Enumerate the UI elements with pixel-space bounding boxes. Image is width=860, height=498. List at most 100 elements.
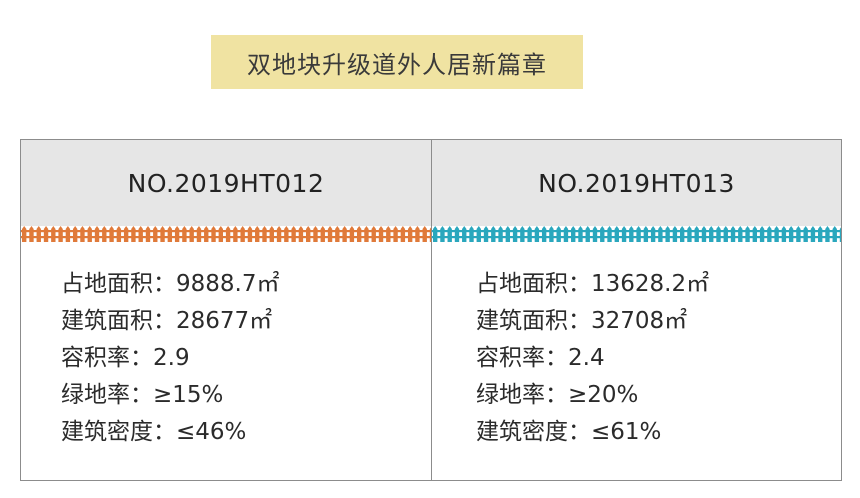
fence-picket bbox=[131, 226, 136, 242]
fence-picket bbox=[342, 226, 347, 242]
fence-picket bbox=[738, 226, 743, 242]
title-banner: 双地块升级道外人居新篇章 bbox=[211, 35, 583, 89]
fence-picket bbox=[160, 226, 165, 242]
parcel-code: NO.2019HT013 bbox=[538, 168, 735, 198]
fence-picket bbox=[29, 226, 34, 242]
fence-picket bbox=[818, 226, 823, 242]
fence-picket bbox=[218, 226, 224, 242]
fence-picket bbox=[65, 226, 71, 242]
fence-picket bbox=[578, 226, 583, 242]
fence-picket bbox=[730, 226, 736, 242]
stat-site-area: 占地面积：9888.7㎡ bbox=[61, 271, 280, 297]
fence-picket bbox=[469, 226, 474, 242]
fence-picket bbox=[94, 226, 100, 242]
fence-picket bbox=[51, 226, 56, 242]
fence-picket bbox=[810, 226, 816, 242]
stat-green-ratio: 绿地率：≥20% bbox=[476, 382, 639, 408]
fence-picket bbox=[211, 226, 216, 242]
fence-picket bbox=[571, 226, 576, 242]
fence-picket bbox=[687, 226, 692, 242]
fence-picket bbox=[21, 226, 27, 242]
fence-picket bbox=[255, 226, 260, 242]
fence-picket bbox=[327, 226, 333, 242]
fence-picket bbox=[752, 226, 758, 242]
fence-picket bbox=[349, 226, 355, 242]
fence-picket bbox=[225, 226, 231, 242]
fence-picket bbox=[407, 226, 413, 242]
parcel-column-013: NO.2019HT013 占地面积：13628.2㎡ 建筑面积：32708㎡ 容… bbox=[431, 140, 841, 480]
fence-picket bbox=[306, 226, 311, 242]
fence-picket bbox=[498, 226, 503, 242]
fence-picket bbox=[592, 226, 598, 242]
stat-site-area: 占地面积：13628.2㎡ bbox=[476, 271, 710, 297]
stat-green-ratio: 绿地率：≥15% bbox=[61, 382, 224, 408]
page-title: 双地块升级道外人居新篇章 bbox=[247, 50, 547, 79]
fence-picket bbox=[102, 226, 107, 242]
fence-picket bbox=[422, 226, 427, 242]
fence-picket bbox=[153, 226, 158, 242]
fence-picket bbox=[378, 226, 384, 242]
fence-picket bbox=[607, 226, 612, 242]
fence-picket bbox=[440, 226, 445, 242]
fence-picket bbox=[291, 226, 296, 242]
fence-picket bbox=[767, 226, 772, 242]
fence-picket bbox=[556, 226, 561, 242]
fence-picket bbox=[320, 226, 325, 242]
fence-picket bbox=[123, 226, 129, 242]
fence-picket bbox=[491, 226, 496, 242]
stat-building-density: 建筑密度：≤46% bbox=[61, 419, 247, 445]
fence-picket bbox=[415, 226, 420, 242]
fence-picket bbox=[174, 226, 180, 242]
fence-picket bbox=[240, 226, 245, 242]
stat-building-density: 建筑密度：≤61% bbox=[476, 419, 662, 445]
fence-picket bbox=[371, 226, 376, 242]
fence-picket bbox=[701, 226, 707, 242]
fence-picket bbox=[36, 226, 41, 242]
parcel-stats-list: 占地面积：9888.7㎡ 建筑面积：28677㎡ 容积率：2.9 绿地率：≥15… bbox=[61, 266, 279, 451]
stat-plot-ratio: 容积率：2.9 bbox=[61, 345, 190, 371]
fence-picket bbox=[796, 226, 801, 242]
fence-picket bbox=[541, 226, 547, 242]
fence-picket bbox=[527, 226, 532, 242]
fence-picket bbox=[636, 226, 641, 242]
fence-picket bbox=[109, 226, 114, 242]
fence-picket bbox=[313, 226, 318, 242]
fence-picket bbox=[512, 226, 518, 242]
fence-picket bbox=[432, 226, 438, 242]
parcel-column-012: NO.2019HT012 占地面积：9888.7㎡ 建筑面积：28677㎡ 容积… bbox=[21, 140, 431, 480]
fence-picket bbox=[483, 226, 489, 242]
fence-picket bbox=[454, 226, 460, 242]
parcel-header: NO.2019HT012 bbox=[21, 140, 431, 226]
fence-picket bbox=[723, 226, 728, 242]
fence-picket bbox=[534, 226, 540, 242]
fence-picket bbox=[247, 226, 253, 242]
fence-picket bbox=[447, 226, 452, 242]
fence-picket bbox=[672, 226, 678, 242]
fence-picket bbox=[189, 226, 194, 242]
fence-picket bbox=[167, 226, 173, 242]
fence-picket bbox=[563, 226, 569, 242]
fence-picket bbox=[585, 226, 590, 242]
fence-picket bbox=[386, 226, 391, 242]
parcel-stats-list: 占地面积：13628.2㎡ 建筑面积：32708㎡ 容积率：2.4 绿地率：≥2… bbox=[476, 266, 709, 451]
fence-picket bbox=[781, 226, 787, 242]
fence-picket bbox=[298, 226, 304, 242]
fence-picket bbox=[629, 226, 634, 242]
fence-picket bbox=[658, 226, 663, 242]
fence-picket bbox=[276, 226, 282, 242]
fence-picket bbox=[138, 226, 143, 242]
fence-picket bbox=[600, 226, 605, 242]
parcel-header: NO.2019HT013 bbox=[432, 140, 841, 226]
fence-picket bbox=[400, 226, 406, 242]
stat-floor-area: 建筑面积：32708㎡ bbox=[476, 308, 688, 334]
fence-picket bbox=[679, 226, 685, 242]
fence-picket bbox=[832, 226, 837, 242]
fence-picket bbox=[262, 226, 267, 242]
fence-picket bbox=[393, 226, 398, 242]
fence-picket bbox=[709, 226, 714, 242]
fence-picket bbox=[759, 226, 765, 242]
fence-picket bbox=[58, 226, 63, 242]
fence-picket bbox=[788, 226, 794, 242]
fence-picket bbox=[520, 226, 525, 242]
fence-picket bbox=[196, 226, 202, 242]
